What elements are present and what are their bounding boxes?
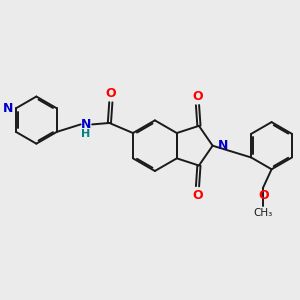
- Text: CH₃: CH₃: [253, 208, 273, 218]
- Text: O: O: [259, 189, 269, 203]
- Text: N: N: [81, 118, 91, 131]
- Text: H: H: [81, 129, 90, 139]
- Text: O: O: [192, 188, 203, 202]
- Text: N: N: [3, 102, 13, 115]
- Text: O: O: [106, 87, 116, 100]
- Text: O: O: [192, 90, 203, 103]
- Text: N: N: [218, 139, 228, 152]
